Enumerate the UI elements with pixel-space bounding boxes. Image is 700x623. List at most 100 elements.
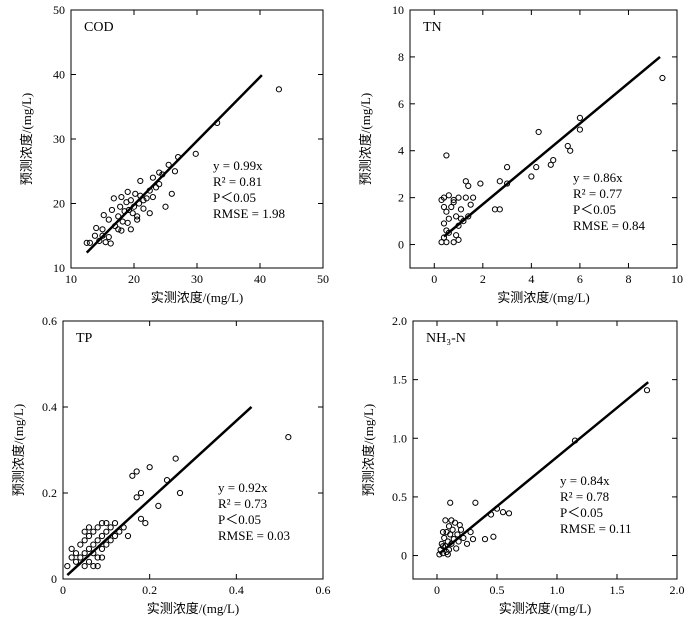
data-point xyxy=(98,545,106,553)
data-point xyxy=(142,520,149,527)
data-point xyxy=(124,532,132,540)
data-point xyxy=(133,468,140,475)
panel-1: 10 20 30 40 50 10 20 30 40 50 实测浓度/(mg/L) 预测浓度/(mg/… xyxy=(19,3,329,305)
x-tick-label: 20 xyxy=(128,272,140,286)
stats-line-4: RMSE = 0.03 xyxy=(218,528,290,543)
data-point xyxy=(481,536,489,543)
data-point xyxy=(455,222,462,229)
data-point xyxy=(102,239,109,246)
data-point xyxy=(443,239,450,246)
x-tick-label: 10 xyxy=(671,272,683,286)
data-point xyxy=(443,208,450,215)
data-point xyxy=(112,222,119,230)
y-tick-label: 0 xyxy=(401,549,407,563)
data-point xyxy=(81,528,88,535)
stats-line-3: P＜0.05 xyxy=(560,505,603,520)
data-point xyxy=(111,532,119,540)
panel-4: 0 0.5 1.0 1.5 2.0 0 0.5 1.0 1.5 2.0 实测浓度/(mg/L) 预测浓… xyxy=(361,314,685,616)
data-point xyxy=(460,534,467,542)
data-point xyxy=(449,526,456,533)
data-point xyxy=(547,161,554,168)
y-tick-label: 1.5 xyxy=(392,373,407,387)
data-point xyxy=(94,524,101,531)
data-point xyxy=(493,505,501,512)
y-tick-label: 0.2 xyxy=(42,486,57,500)
data-point xyxy=(172,455,179,462)
y-tick-label: 2.0 xyxy=(392,314,407,328)
x-tick-label: 0 xyxy=(434,583,440,597)
y-tick-label: 30 xyxy=(53,132,65,146)
x-tick-label: 0.2 xyxy=(142,583,157,597)
data-point xyxy=(159,171,166,178)
x-tick-label: 2 xyxy=(480,272,486,286)
data-point xyxy=(146,464,153,471)
data-point xyxy=(533,164,540,171)
data-point xyxy=(99,232,106,239)
data-point xyxy=(133,494,140,501)
data-point xyxy=(107,537,114,544)
stats-line-3: P＜0.05 xyxy=(218,512,261,527)
data-point xyxy=(111,520,119,527)
panel-title: TP xyxy=(76,331,93,346)
panel-2: 0 2 4 6 8 10 0 2 4 6 8 10 实测浓度/(mg/L) 预测浓度/(mg/L) TN y … xyxy=(358,3,683,305)
data-point xyxy=(455,236,462,243)
data-point xyxy=(496,178,503,185)
data-point xyxy=(455,194,462,201)
data-point xyxy=(445,215,452,222)
data-point xyxy=(118,227,125,234)
data-point xyxy=(156,181,163,188)
data-point xyxy=(503,164,511,171)
data-point xyxy=(118,193,125,201)
data-point xyxy=(107,524,114,531)
data-point xyxy=(98,520,106,527)
x-tick-label: 0.4 xyxy=(229,583,244,597)
data-point xyxy=(454,531,461,538)
data-point xyxy=(275,86,282,93)
y-tick-label: 10 xyxy=(392,3,404,17)
data-point xyxy=(163,477,171,484)
data-point xyxy=(171,168,179,175)
fit-line xyxy=(66,405,253,576)
data-point xyxy=(567,147,574,154)
y-tick-label: 50 xyxy=(53,3,65,17)
data-point xyxy=(64,563,71,570)
fit-line xyxy=(443,55,661,238)
y-axis-label: 预测浓度/(mg/L) xyxy=(19,93,34,185)
data-point xyxy=(535,128,542,136)
stats-line-2: R² = 0.73 xyxy=(218,496,267,511)
data-point xyxy=(440,203,448,211)
x-tick-label: 2.0 xyxy=(670,583,685,597)
stats-line-3: P＜0.05 xyxy=(213,190,256,205)
data-point xyxy=(442,543,449,550)
data-point xyxy=(98,554,106,561)
data-point xyxy=(68,545,75,553)
data-point xyxy=(134,216,141,223)
data-point xyxy=(91,232,99,239)
data-point xyxy=(125,206,133,214)
data-point xyxy=(453,545,460,552)
data-point xyxy=(496,206,503,213)
x-tick-label: 1.0 xyxy=(550,583,565,597)
data-point xyxy=(149,174,156,181)
y-tick-label: 0 xyxy=(398,238,404,252)
stats-line-1: y = 0.99x xyxy=(213,158,263,173)
data-point xyxy=(453,232,460,239)
data-point xyxy=(457,526,465,533)
data-point xyxy=(192,150,199,157)
fit-line xyxy=(438,381,649,555)
x-tick-label: 0 xyxy=(60,583,66,597)
data-point xyxy=(440,234,448,241)
data-point xyxy=(105,216,112,223)
panel-3: 0 0.2 0.4 0.6 0 0.2 0.4 0.6 实测浓度/(mg/L) 预测浓度/(mg/… xyxy=(11,314,331,616)
data-point xyxy=(68,554,75,561)
y-axis-label: 预测浓度/(mg/L) xyxy=(11,404,26,496)
data-point xyxy=(448,203,455,211)
data-point xyxy=(528,173,535,180)
data-point xyxy=(96,237,103,245)
data-point xyxy=(124,188,131,195)
data-point xyxy=(156,169,163,176)
data-point xyxy=(440,220,448,227)
data-point xyxy=(285,434,292,441)
data-point xyxy=(472,499,479,506)
data-point xyxy=(85,524,93,531)
